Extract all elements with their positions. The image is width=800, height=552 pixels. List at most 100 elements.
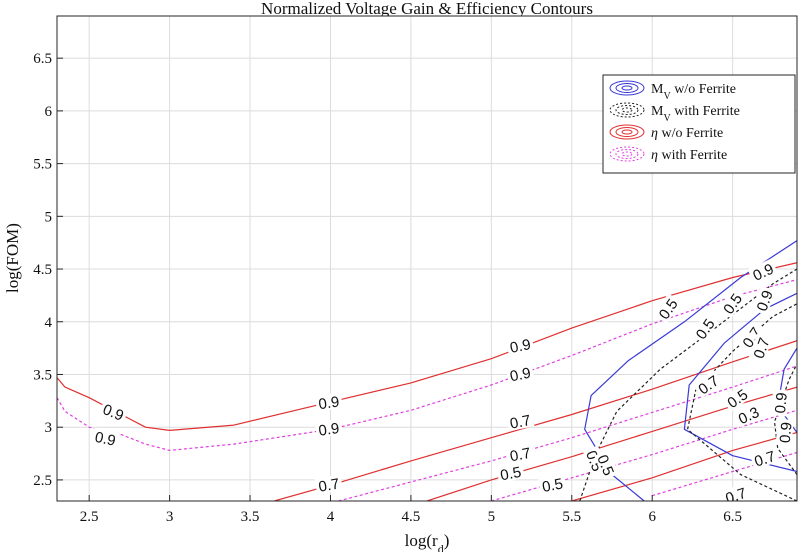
contour-label-bg bbox=[749, 446, 780, 470]
legend-label: MV with Ferrite bbox=[651, 104, 740, 124]
contour-label-text: 0.9 bbox=[100, 401, 126, 425]
contour-label-bg bbox=[314, 392, 343, 412]
contour-line bbox=[777, 347, 797, 433]
x-axis-label: log(rd) bbox=[405, 531, 450, 552]
y-tick-label: 3.5 bbox=[33, 367, 52, 383]
contour-label-text: 0.9 bbox=[93, 429, 117, 450]
legend-swatch bbox=[621, 85, 633, 91]
contour-label: 0.9 bbox=[314, 392, 343, 414]
contour-label-text: 0.7 bbox=[751, 336, 774, 361]
contour-label-text: 0.9 bbox=[508, 336, 532, 357]
contour-label-text: 0.5 bbox=[541, 475, 565, 496]
contour-label: 0.7 bbox=[505, 443, 535, 466]
contour-label: 0.9 bbox=[91, 427, 120, 450]
y-tick-label: 3 bbox=[45, 420, 53, 436]
x-tick-label: 6 bbox=[648, 509, 656, 525]
contour-label-bg bbox=[733, 401, 764, 428]
contour-label: 0.5 bbox=[496, 462, 525, 485]
tick-layer: 2.5 3 3.5 4 4.5 5 5.5 6 6.5 2.5 3 3.5 4 4.5 5 5.5 6 6.5 bbox=[33, 51, 742, 525]
contour-label-bg bbox=[737, 321, 766, 353]
contour-label-bg bbox=[748, 332, 773, 363]
x-tick-label: 5.5 bbox=[562, 509, 581, 525]
contour-label-bg bbox=[653, 293, 682, 324]
legend-swatch bbox=[615, 127, 639, 137]
contour-label: 0.9 bbox=[505, 334, 535, 357]
contour-label-bg bbox=[505, 443, 535, 464]
contour-label-text: 0.5 bbox=[499, 464, 523, 485]
contour-label-text: 0.7 bbox=[509, 412, 533, 433]
chart-title: Normalized Voltage Gain & Efficiency Con… bbox=[261, 0, 593, 18]
contour-label-bg bbox=[91, 427, 120, 449]
y-tick-label: 4.5 bbox=[33, 262, 52, 278]
contour-label: 0.7 bbox=[314, 474, 343, 496]
legend-label: η with Ferrite bbox=[651, 148, 727, 163]
legend-label: MV w/o Ferrite bbox=[651, 82, 736, 102]
contour-label-text: 0.9 bbox=[777, 421, 796, 443]
contour-label-text: 0.9 bbox=[317, 394, 340, 414]
contour-label: 0.9 bbox=[505, 362, 535, 385]
legend-entry: η with Ferrite bbox=[609, 146, 727, 163]
contour-label-bg bbox=[538, 473, 567, 495]
contour-label: 0.9 bbox=[770, 389, 791, 417]
contour-label-text: 0.9 bbox=[317, 420, 340, 440]
legend-swatch bbox=[621, 151, 633, 157]
y-tick-label: 4 bbox=[45, 315, 53, 331]
contour-label-bg bbox=[751, 285, 776, 316]
contour-label-text: 0.7 bbox=[509, 445, 533, 466]
legend-swatch bbox=[621, 129, 633, 135]
x-axis-label-subscript: d bbox=[438, 542, 444, 552]
contour-line bbox=[686, 303, 797, 501]
contour-label-layer: 0.90.90.90.90.70.90.90.70.70.50.50.50.50… bbox=[91, 258, 796, 501]
contour-label: 0.5 bbox=[538, 473, 567, 496]
contour-label: 0.7 bbox=[748, 332, 774, 363]
contour-label-bg bbox=[747, 258, 778, 285]
contour-label: 0.9 bbox=[775, 418, 796, 447]
x-tick-label: 4.5 bbox=[402, 509, 421, 525]
legend-swatch bbox=[609, 80, 645, 96]
contour-label-bg bbox=[717, 287, 746, 319]
contour-line bbox=[57, 262, 797, 431]
contour-label: 0.9 bbox=[98, 399, 129, 425]
contour-label-bg bbox=[594, 449, 619, 480]
contour-line bbox=[571, 431, 797, 501]
contour-label-bg bbox=[505, 410, 535, 432]
contour-label-bg bbox=[505, 334, 535, 356]
legend-swatch bbox=[609, 124, 645, 140]
contour-label: 0.9 bbox=[751, 285, 777, 316]
x-tick-label: 5 bbox=[488, 509, 496, 525]
y-axis-label: log(FOM) bbox=[3, 223, 22, 293]
y-tick-label: 5 bbox=[45, 209, 53, 225]
legend-swatch bbox=[615, 149, 639, 159]
contour-label-text: 0.7 bbox=[317, 476, 340, 496]
x-tick-label: 3 bbox=[166, 509, 174, 525]
legend-entry: MV with Ferrite bbox=[609, 102, 740, 124]
legend-swatch bbox=[621, 107, 633, 113]
legend-entry: η w/o Ferrite bbox=[609, 124, 723, 141]
legend-swatch bbox=[609, 146, 645, 162]
contour-label-bg bbox=[505, 362, 535, 385]
y-tick-label: 5.5 bbox=[33, 157, 52, 173]
contour-label: 0.9 bbox=[314, 418, 343, 440]
x-tick-label: 6.5 bbox=[723, 509, 742, 525]
legend-entry: MV w/o Ferrite bbox=[609, 80, 736, 102]
x-axis-label-main: log(r bbox=[405, 531, 438, 550]
contour-label-bg bbox=[314, 418, 343, 439]
contour-label-bg bbox=[770, 389, 790, 417]
contour-label-bg bbox=[692, 370, 724, 399]
contour-label-text: 0.7 bbox=[752, 448, 777, 471]
x-tick-label: 3.5 bbox=[241, 509, 260, 525]
contour-label: 0.7 bbox=[749, 446, 780, 471]
contour-label-bg bbox=[98, 399, 129, 424]
plot-frame bbox=[56, 15, 798, 502]
y-tick-label: 6.5 bbox=[33, 51, 52, 67]
x-axis-label-close: ) bbox=[444, 531, 450, 550]
contour-label: 0.7 bbox=[505, 410, 535, 433]
legend-swatch bbox=[609, 102, 645, 118]
contour-label-bg bbox=[496, 462, 525, 483]
y-tick-label: 2.5 bbox=[33, 473, 52, 489]
contour-label-bg bbox=[721, 383, 753, 412]
contour-label-text: 0.5 bbox=[593, 453, 617, 479]
contour-label-text: 0.9 bbox=[754, 288, 777, 313]
